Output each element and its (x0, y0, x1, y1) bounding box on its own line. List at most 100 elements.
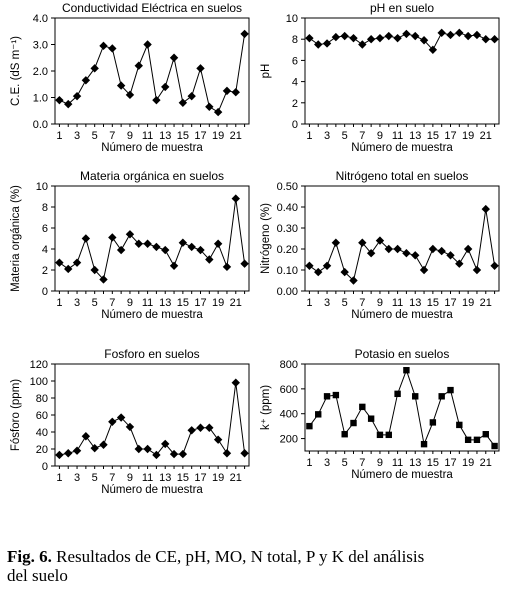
data-point (472, 30, 482, 40)
data-point (437, 28, 446, 38)
series-line (59, 382, 246, 456)
x-tick-label: 15 (427, 130, 439, 142)
data-point (447, 386, 454, 394)
x-tick-label: 15 (427, 297, 439, 309)
data-point (125, 90, 135, 100)
data-point (196, 423, 205, 432)
x-tick-label: 1 (306, 297, 312, 309)
y-tick-label: 4 (292, 77, 298, 89)
data-point (134, 61, 143, 70)
data-point (376, 431, 384, 439)
y-axis-label: Fósforo (ppm) (10, 379, 22, 451)
y-tick-label: 0.0 (33, 119, 48, 131)
data-point (152, 242, 161, 252)
x-tick-label: 19 (462, 297, 474, 309)
data-point (231, 194, 240, 203)
x-tick-label: 21 (230, 472, 242, 484)
x-tick-label: 21 (230, 130, 242, 142)
chart-title: Potasio en suelos (355, 347, 450, 361)
y-tick-label: 2 (292, 98, 298, 110)
data-point (143, 239, 152, 248)
data-point (455, 28, 464, 38)
data-point (178, 238, 188, 247)
caption-text-line2: del suelo (7, 566, 68, 585)
data-point (169, 53, 179, 62)
data-point (306, 422, 313, 430)
data-point (187, 91, 196, 101)
data-point (116, 81, 126, 90)
y-axis-label: Materia orgánica (%) (10, 185, 22, 292)
x-tick-label: 7 (109, 297, 115, 309)
x-tick-label: 9 (377, 457, 383, 469)
data-point (90, 265, 99, 275)
x-tick-label: 11 (392, 130, 403, 142)
data-point (205, 423, 214, 432)
x-tick-label: 19 (462, 130, 474, 142)
data-point (222, 262, 232, 272)
x-tick-label: 7 (109, 472, 115, 484)
data-point (428, 45, 438, 54)
x-axis-label: Número de muestra (351, 469, 453, 481)
x-tick-label: 13 (159, 297, 171, 309)
x-axis-label: Número de muestra (351, 142, 453, 154)
data-point (394, 390, 401, 398)
chart-4: Nitrógeno total en suelos 0.00 0.10 0.20 0.3… (260, 169, 500, 321)
x-tick-label: 17 (444, 457, 456, 469)
x-tick-label: 21 (480, 457, 492, 469)
data-point (72, 91, 82, 101)
caption-text: Resultados de CE, pH, MO, N total, P y K… (56, 547, 425, 566)
data-point (231, 88, 240, 97)
x-tick-label: 21 (480, 130, 492, 142)
y-tick-label: 4 (42, 244, 48, 256)
y-tick-label: 4.0 (33, 13, 48, 25)
data-point (305, 261, 314, 270)
data-point (481, 35, 490, 44)
x-tick-label: 19 (212, 297, 224, 309)
x-axis-label: Número de muestra (351, 309, 453, 321)
chart-title: Conductividad Eléctrica en suelos (62, 1, 242, 15)
x-tick-label: 5 (92, 130, 98, 142)
data-point (429, 419, 437, 426)
data-point (375, 236, 385, 245)
data-point (240, 29, 249, 39)
data-point (481, 204, 490, 214)
x-tick-label: 13 (409, 130, 421, 142)
x-tick-label: 11 (392, 457, 403, 469)
data-point (240, 259, 249, 268)
x-tick-label: 3 (74, 472, 80, 484)
data-point (125, 422, 135, 432)
x-tick-label: 9 (127, 297, 133, 309)
x-tick-label: 7 (359, 457, 365, 469)
x-tick-label: 5 (342, 130, 348, 142)
x-tick-label: 13 (159, 130, 171, 142)
data-point (456, 421, 463, 429)
x-tick-label: 1 (56, 472, 62, 484)
data-point (402, 29, 411, 39)
data-point (108, 417, 117, 426)
y-tick-label: 10 (36, 181, 48, 193)
data-point (472, 265, 482, 275)
y-tick-label: 0.00 (277, 286, 298, 298)
data-point (446, 30, 455, 40)
y-tick-label: 200 (280, 434, 298, 446)
x-tick-label: 5 (92, 297, 98, 309)
data-point (55, 258, 64, 267)
y-tick-label: 80 (36, 393, 48, 405)
data-point (72, 446, 82, 455)
figure-caption: Fig. 6. Resultados de CE, pH, MO, N tota… (7, 547, 517, 585)
data-point (331, 32, 341, 42)
x-tick-label: 5 (92, 472, 98, 484)
data-point (340, 267, 349, 277)
caption-label: Fig. 6. (7, 547, 52, 566)
y-tick-label: 8 (42, 202, 48, 214)
x-tick-label: 19 (462, 457, 474, 469)
x-tick-label: 15 (177, 472, 189, 484)
data-point (134, 444, 143, 454)
data-point (393, 244, 402, 254)
y-tick-label: 40 (36, 427, 48, 439)
data-point (116, 413, 126, 422)
data-point (463, 31, 473, 41)
data-point (411, 251, 420, 260)
x-axis-label: Número de muestra (101, 484, 203, 496)
